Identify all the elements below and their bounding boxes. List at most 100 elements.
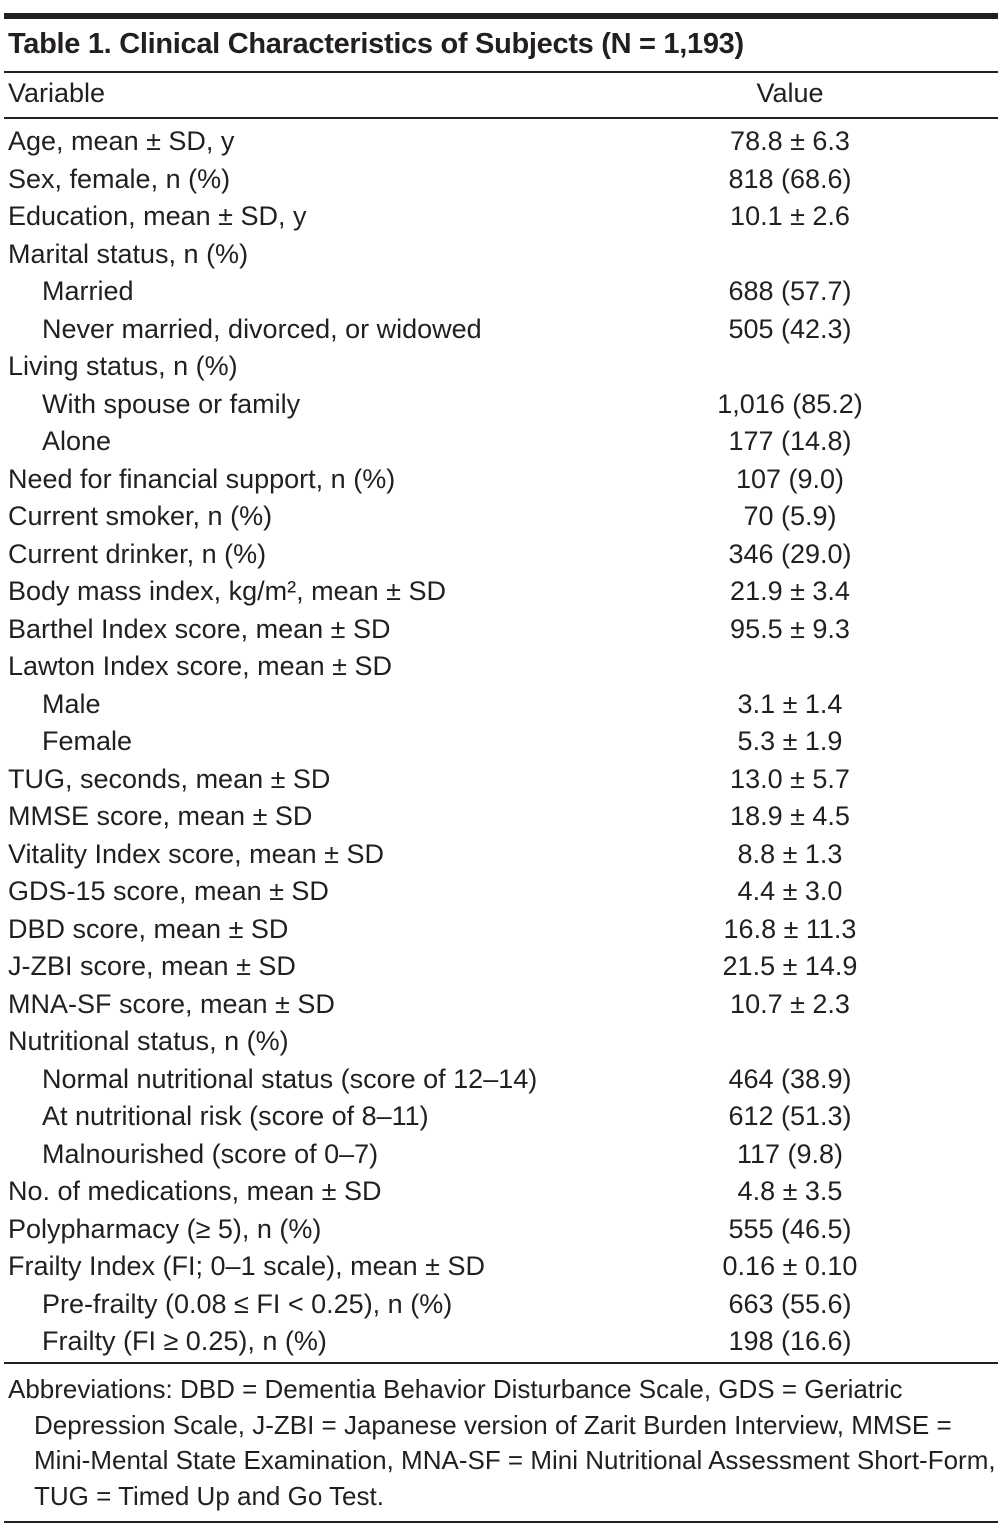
row-value: 78.8 ± 6.3	[730, 126, 850, 156]
table-row: No. of medications, mean ± SD 4.8 ± 3.5	[0, 1173, 1002, 1211]
row-label: Body mass index, kg/m², mean ± SD	[8, 576, 446, 606]
table-row: Marital status, n (%)	[0, 236, 1002, 274]
table-body: Age, mean ± SD, y 78.8 ± 6.3 Sex, female, …	[0, 123, 1002, 1361]
row-label: Lawton Index score, mean ± SD	[8, 651, 393, 681]
table-row: Living status, n (%)	[0, 348, 1002, 386]
top-rule	[4, 13, 998, 19]
table-row: Malnourished (score of 0–7) 117 (9.8)	[0, 1136, 1002, 1174]
header-variable: Variable	[8, 78, 106, 108]
row-label: Current smoker, n (%)	[8, 501, 273, 531]
row-label: MNA-SF score, mean ± SD	[8, 988, 335, 1019]
row-label: Vitality Index score, mean ± SD	[8, 838, 384, 869]
row-value: 8.8 ± 1.3	[737, 838, 843, 869]
table-row: With spouse or family 1,016 (85.2)	[0, 386, 1002, 424]
row-label: Education, mean ± SD, y	[8, 201, 307, 231]
row-label: DBD score, mean ± SD	[8, 913, 289, 944]
row-value: 107 (9.0)	[735, 463, 845, 494]
footnote: Abbreviations: DBD = Dementia Behavior D…	[8, 1374, 996, 1511]
table-row: Male 3.1 ± 1.4	[0, 686, 1002, 724]
table-row: At nutritional risk (score of 8–11) 612 (…	[0, 1098, 1002, 1136]
row-value: 117 (9.8)	[736, 1138, 844, 1169]
table-row: DBD score, mean ± SD 16.8 ± 11.3	[0, 911, 1002, 949]
row-value: 688 (57.7)	[728, 276, 852, 306]
row-label: TUG, seconds, mean ± SD	[8, 763, 331, 794]
row-value: 555 (46.5)	[728, 1213, 852, 1244]
row-label: Sex, female, n (%)	[8, 163, 231, 194]
table-row: Married 688 (57.7)	[0, 273, 1002, 311]
table-row: Barthel Index score, mean ± SD 95.5 ± 9.3	[0, 611, 1002, 649]
row-value: 346 (29.0)	[728, 538, 852, 569]
row-label: Current drinker, n (%)	[8, 538, 267, 569]
header-value: Value	[756, 78, 824, 108]
table-row: Age, mean ± SD, y 78.8 ± 6.3	[0, 123, 1002, 161]
row-value: 612 (51.3)	[728, 1101, 852, 1131]
row-label: Barthel Index score, mean ± SD	[8, 613, 391, 644]
table-row: MNA-SF score, mean ± SD 10.7 ± 2.3	[0, 986, 1002, 1024]
row-label: Frailty Index (FI; 0–1 scale), mean ± SD	[8, 1251, 485, 1281]
row-value: 21.9 ± 3.4	[730, 576, 850, 606]
row-value: 10.7 ± 2.3	[730, 988, 850, 1019]
table-row: TUG, seconds, mean ± SD 13.0 ± 5.7	[0, 761, 1002, 799]
row-value: 95.5 ± 9.3	[730, 613, 850, 644]
row-label: Age, mean ± SD, y	[8, 126, 235, 156]
row-label: At nutritional risk (score of 8–11)	[42, 1101, 429, 1131]
body-rule	[4, 1362, 998, 1364]
table-row: Normal nutritional status (score of 12–1…	[0, 1061, 1002, 1099]
row-label: Polypharmacy (≥ 5), n (%)	[8, 1213, 322, 1244]
row-value: 464 (38.9)	[728, 1063, 852, 1094]
row-label: Male	[42, 688, 101, 719]
table-row: Never married, divorced, or widowed 505 (…	[0, 311, 1002, 349]
row-label: Female	[42, 726, 133, 756]
title-rule	[4, 71, 998, 73]
row-value: 18.9 ± 4.5	[730, 801, 850, 831]
row-label: Pre-frailty (0.08 ≤ FI < 0.25), n (%)	[42, 1288, 453, 1319]
table-row: Sex, female, n (%) 818 (68.6)	[0, 161, 1002, 199]
table-title: Table 1. Clinical Characteristics of Sub…	[8, 28, 744, 60]
row-value: 4.8 ± 3.5	[737, 1176, 843, 1206]
bottom-rule	[4, 1521, 998, 1523]
row-label: Alone	[42, 426, 112, 456]
row-value: 4.4 ± 3.0	[737, 876, 843, 906]
row-value: 1,016 (85.2)	[717, 388, 863, 419]
table-row: Current smoker, n (%) 70 (5.9)	[0, 498, 1002, 536]
table-row: Frailty Index (FI; 0–1 scale), mean ± SD…	[0, 1248, 1002, 1286]
table-row: Need for financial support, n (%) 107 (9.…	[0, 461, 1002, 499]
row-value: 13.0 ± 5.7	[730, 763, 850, 794]
row-label: Malnourished (score of 0–7)	[42, 1138, 379, 1169]
table-row: Education, mean ± SD, y 10.1 ± 2.6	[0, 198, 1002, 236]
row-value: 0.16 ± 0.10	[722, 1251, 858, 1281]
table-row: Vitality Index score, mean ± SD 8.8 ± 1.3	[0, 836, 1002, 874]
row-value: 818 (68.6)	[728, 163, 852, 194]
table-row: GDS-15 score, mean ± SD 4.4 ± 3.0	[0, 873, 1002, 911]
row-value: 663 (55.6)	[728, 1288, 852, 1319]
row-value: 198 (16.6)	[728, 1326, 852, 1356]
row-label: No. of medications, mean ± SD	[8, 1176, 382, 1206]
row-value: 505 (42.3)	[728, 313, 852, 344]
table-row: Current drinker, n (%) 346 (29.0)	[0, 536, 1002, 574]
row-label: Nutritional status, n (%)	[8, 1026, 289, 1056]
row-label: GDS-15 score, mean ± SD	[8, 876, 329, 906]
row-value: 21.5 ± 14.9	[722, 951, 858, 981]
row-value: 70 (5.9)	[743, 501, 837, 531]
header-rule	[4, 117, 998, 119]
row-value: 3.1 ± 1.4	[737, 688, 843, 719]
row-label: Marital status, n (%)	[8, 238, 249, 269]
row-label: Need for financial support, n (%)	[8, 463, 396, 494]
row-label: Normal nutritional status (score of 12–1…	[42, 1063, 538, 1094]
row-label: J-ZBI score, mean ± SD	[8, 951, 296, 981]
table-row: J-ZBI score, mean ± SD 21.5 ± 14.9	[0, 948, 1002, 986]
row-value: 16.8 ± 11.3	[723, 913, 857, 944]
table-row: MMSE score, mean ± SD 18.9 ± 4.5	[0, 798, 1002, 836]
row-label: Frailty (FI ≥ 0.25), n (%)	[42, 1326, 327, 1356]
row-label: Never married, divorced, or widowed	[42, 313, 482, 344]
row-value: 5.3 ± 1.9	[737, 726, 843, 756]
table-row: Nutritional status, n (%)	[0, 1023, 1002, 1061]
table-row: Alone 177 (14.8)	[0, 423, 1002, 461]
table-row: Frailty (FI ≥ 0.25), n (%) 198 (16.6)	[0, 1323, 1002, 1361]
table-row: Female 5.3 ± 1.9	[0, 723, 1002, 761]
row-label: With spouse or family	[42, 388, 301, 419]
row-value: 10.1 ± 2.6	[730, 201, 850, 231]
table-row: Lawton Index score, mean ± SD	[0, 648, 1002, 686]
table-row: Body mass index, kg/m², mean ± SD 21.9 ± …	[0, 573, 1002, 611]
